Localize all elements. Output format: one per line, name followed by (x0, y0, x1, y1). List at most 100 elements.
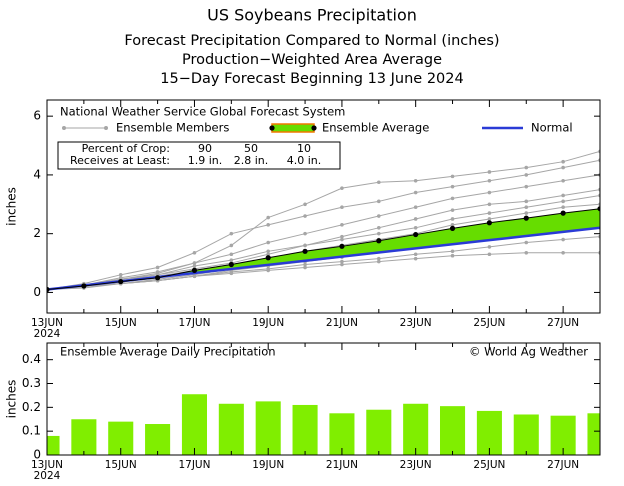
ensemble-member-point (340, 262, 344, 267)
average-point (302, 248, 308, 254)
chart-subtitle: Forecast Precipitation Compared to Norma… (124, 33, 499, 49)
ensemble-member-point (450, 223, 455, 227)
plot-frame (46, 99, 601, 314)
ensemble-member-point (340, 223, 344, 227)
chart-subtitle: Production−Weighted Area Average (182, 52, 442, 68)
x-tick-label: 19JUN (252, 317, 284, 329)
average-point (376, 238, 382, 244)
ensemble-member-point (487, 170, 492, 174)
ensemble-member-point (487, 217, 492, 221)
legend-swatch (104, 126, 108, 130)
average-point (523, 215, 529, 221)
x-tick-label: 19JUN (252, 459, 284, 471)
average-point (560, 210, 566, 216)
ensemble-member-point (229, 271, 234, 276)
ensemble-member-point (303, 243, 307, 248)
ensemble-member-point (266, 268, 271, 273)
ensemble-member-line (47, 189, 600, 290)
ensemble-member-point (413, 190, 418, 195)
y-tick-label: 2 (33, 226, 41, 240)
table-cell: 4.0 in. (287, 154, 322, 167)
x-tick-label: 27JUN (547, 317, 579, 329)
average-point (81, 283, 87, 289)
table-cell: 50 (244, 142, 258, 155)
ensemble-member-point (192, 274, 197, 279)
x-tick-label: 13JUN (31, 317, 63, 329)
average-point (47, 286, 50, 293)
bar (145, 424, 171, 455)
ensemble-member-point (229, 231, 234, 236)
x-tick-label: 27JUN (547, 459, 579, 471)
y-axis-label: inches (5, 380, 19, 419)
ensemble-member-point (487, 202, 492, 207)
y-tick-label: 0 (33, 448, 41, 462)
y-tick-label: 0.2 (22, 400, 41, 414)
x-tick-label: 23JUN (400, 459, 432, 471)
ensemble-member-point (266, 252, 271, 257)
average-point (486, 220, 492, 226)
y-tick-label: 6 (33, 109, 41, 123)
ensemble-member-point (303, 214, 307, 218)
ensemble-member-line (47, 236, 600, 290)
ensemble-member-point (377, 231, 381, 236)
ensemble-member-point (450, 253, 455, 258)
ensemble-member-point (561, 159, 565, 164)
ensemble-member-point (524, 165, 529, 170)
ensemble-member-point (340, 234, 344, 239)
ensemble-member-point (413, 217, 418, 221)
ensemble-member-point (340, 259, 344, 264)
ensemble-member-point (524, 240, 529, 245)
ensemble-member-point (524, 211, 529, 215)
ensemble-member-point (487, 245, 492, 249)
ensemble-member-point (229, 243, 234, 248)
ensemble-member-line (47, 150, 600, 290)
x-tick-label: 23JUN (400, 317, 432, 329)
ensemble-member-point (340, 186, 344, 190)
average-line (47, 208, 600, 290)
x-tick-label: 17JUN (178, 317, 210, 329)
ensemble-member-point (450, 174, 455, 179)
x-tick-label: 15JUN (105, 459, 137, 471)
ensemble-member-point (524, 250, 529, 255)
legend-swatch (311, 125, 317, 131)
x-tick-label: 25JUN (473, 459, 505, 471)
ensemble-member-point (155, 265, 160, 270)
chart-title: US Soybeans Precipitation (207, 6, 417, 25)
ensemble-member-point (118, 273, 123, 277)
bar (181, 394, 208, 455)
x-tick-label: 21JUN (326, 317, 358, 329)
ensemble-member-point (303, 262, 307, 267)
credit: © World Ag Weather (469, 345, 588, 359)
ensemble-member-point (450, 196, 455, 201)
average-point (339, 243, 345, 249)
chart-subtitle: 15−Day Forecast Beginning 13 June 2024 (160, 71, 463, 87)
ensemble-member-point (303, 231, 307, 236)
ensemble-member-point (229, 258, 234, 262)
y-tick-label: 0.3 (22, 376, 41, 390)
average-point (597, 206, 600, 212)
ensemble-member-point (192, 250, 197, 255)
ensemble-member-point (377, 180, 381, 185)
ensemble-member-point (450, 249, 455, 254)
average-point (191, 267, 198, 273)
ensemble-member-point (340, 205, 344, 210)
ensemble-member-point (524, 173, 529, 177)
ensemble-member-point (561, 250, 565, 255)
ensemble-member-point (561, 165, 565, 170)
ensemble-member-point (524, 184, 529, 189)
ensemble-member-point (524, 199, 529, 204)
y-tick-label: 0.1 (22, 424, 41, 438)
ensemble-member-point (487, 190, 492, 195)
ensemble-member-point (413, 252, 418, 257)
table-cell: 90 (198, 142, 212, 155)
bar (255, 401, 281, 455)
legend-swatch (271, 123, 315, 133)
x-tick-label: 15JUN (105, 317, 137, 329)
bar (366, 409, 392, 455)
average-point (413, 231, 419, 238)
ensemble-member-point (377, 256, 381, 261)
ensemble-member-point (487, 178, 492, 183)
ensemble-member-point (561, 199, 565, 204)
ensemble-member-point (413, 205, 418, 210)
